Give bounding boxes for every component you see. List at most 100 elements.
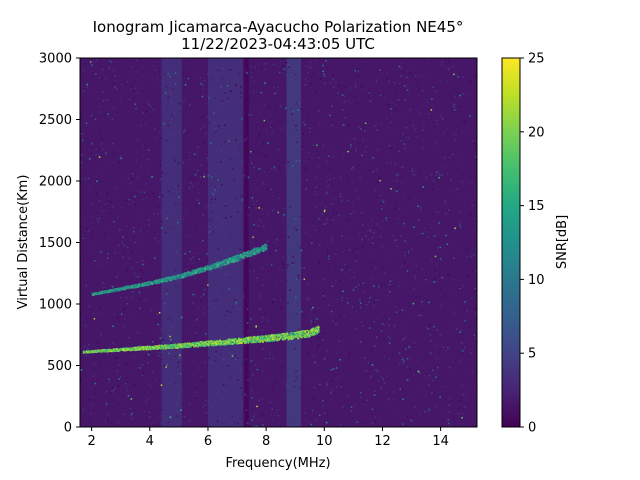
echo-point [292,332,295,334]
echo-point [315,330,317,333]
echo-point [163,280,166,282]
echo-point [267,335,270,337]
echo-point [289,333,292,336]
echo-point [185,272,188,274]
echo-point [316,333,318,335]
echo-point [228,342,231,345]
echo-point [261,247,264,250]
echo-point [152,346,155,349]
echo-point [219,262,221,264]
echo-point [243,252,246,254]
echo-point [253,253,256,256]
echo-point [288,334,291,337]
echo-point [91,351,93,354]
echo-point [207,344,210,347]
echo-point [162,279,165,282]
y-tick-label: 0 [64,421,72,436]
echo-point [167,276,170,279]
echo-point [267,337,269,339]
echo-point [281,333,284,335]
echo-point [144,347,147,350]
echo-point [182,272,185,275]
echo-point [133,285,136,288]
echo-point [232,342,234,345]
echo-point [239,255,242,258]
echo-point [299,335,301,338]
echo-point [197,345,200,348]
echo-point [154,282,156,285]
echo-point [203,345,206,347]
echo-point [289,337,291,340]
echo-point [316,326,319,329]
echo-point [262,335,265,338]
echo-point [151,282,153,284]
echo-point [271,338,273,340]
echo-point [244,254,247,257]
colorbar-label: SNR[dB] [555,215,570,269]
echo-point [287,338,290,341]
echo-point [209,341,212,344]
echo-point [311,331,314,333]
echo-point [159,281,161,283]
echo-point [230,260,233,263]
echo-point [224,342,226,345]
echo-point [227,262,230,265]
echo-point [168,276,171,278]
echo-point [134,349,136,351]
echo-point [278,339,281,341]
echo-point [283,333,286,336]
echo-point [245,342,247,344]
echo-point [274,335,277,338]
echo-point [243,337,246,340]
echo-point [257,252,260,254]
echo-point [261,339,264,342]
echo-point [171,346,174,348]
x-tick-label: 12 [374,434,391,449]
echo-point [244,342,246,345]
echo-point [229,339,232,342]
echo-point [238,258,241,260]
echo-point [287,334,289,337]
echo-point [315,328,318,331]
echo-point [250,336,252,339]
echo-point [247,337,250,340]
echo-point [282,332,285,335]
echo-point [180,273,183,275]
echo-point [123,288,126,291]
echo-point [265,247,268,250]
echo-point [310,329,312,332]
echo-point [215,266,218,268]
echo-point [267,340,270,343]
echo-point [252,248,255,250]
echo-point [264,248,267,250]
echo-point [268,339,271,341]
echo-point [247,342,250,344]
echo-point [262,247,265,250]
echo-point [214,263,216,266]
echo-point [248,339,251,341]
echo-point [178,343,181,345]
echo-point [226,258,228,261]
echo-point [147,347,150,350]
echo-point [145,282,147,284]
echo-point [223,260,226,263]
echo-point [224,340,227,342]
echo-point [250,251,253,254]
echo-point [202,341,205,344]
echo-point [204,269,206,272]
echo-point [177,277,180,279]
echo-point [187,344,190,347]
echo-point [183,345,186,348]
echo-point [217,265,220,268]
echo-point [187,345,190,348]
echo-point [297,331,299,333]
colorbar-tick-label: 5 [528,347,536,362]
echo-point [162,278,164,280]
echo-point [247,336,250,339]
x-tick-label: 2 [87,434,95,449]
echo-point [235,255,237,258]
echo-point [155,346,158,349]
echo-point [293,336,296,338]
echo-point [235,338,237,340]
echo-point [206,267,208,270]
